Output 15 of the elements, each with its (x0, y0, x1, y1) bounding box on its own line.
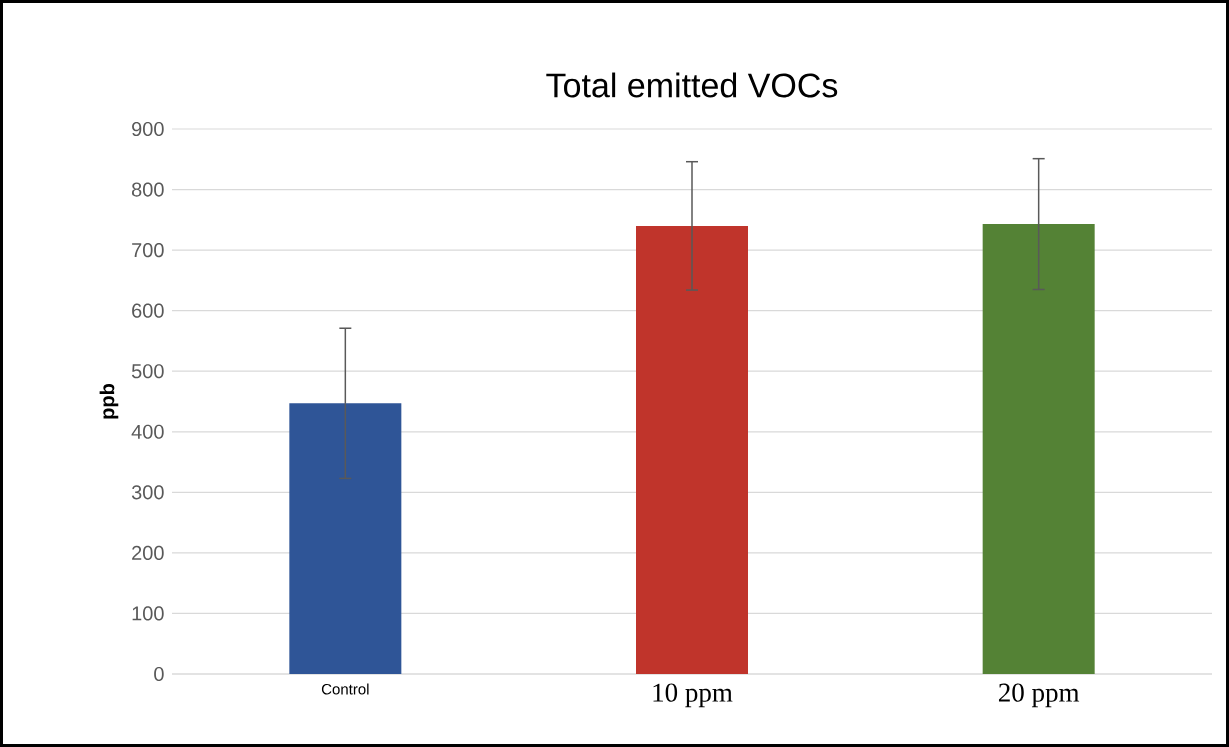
x-tick-label: Control (321, 683, 369, 695)
y-tick-label: 300 (131, 485, 164, 500)
chart-title: Total emitted VOCs (546, 72, 838, 98)
y-tick-label: 800 (131, 182, 164, 197)
y-tick-label: 100 (132, 606, 164, 621)
x-tick-label: 10 ppm (653, 683, 733, 708)
y-tick-label: 400 (131, 424, 164, 439)
y-tick-label: 200 (132, 545, 164, 560)
y-tick-label: 0 (154, 666, 164, 682)
y-tick-label: 700 (132, 243, 164, 258)
x-tick-label: 20 ppm (998, 683, 1080, 708)
y-tick-label: 500 (131, 364, 164, 379)
y-tick-label: 600 (132, 303, 164, 318)
y-tick-label: 900 (132, 121, 164, 137)
y-axis-title: ppb (99, 383, 119, 419)
